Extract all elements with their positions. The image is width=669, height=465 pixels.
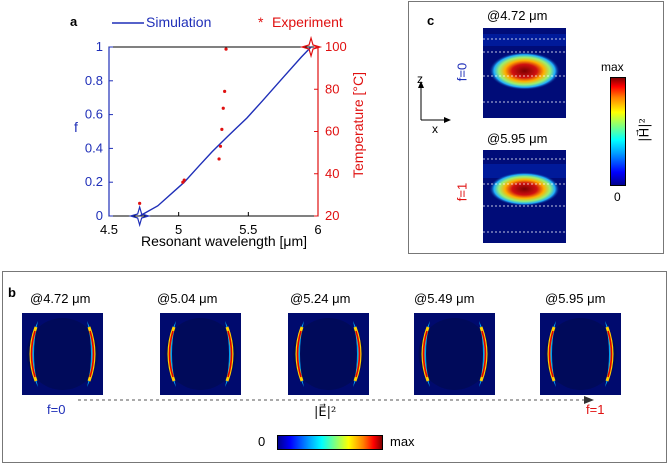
panel-b-label-4: @5.49 μm	[414, 291, 475, 306]
experiment-point	[138, 201, 142, 205]
chart-a-ylabel: f	[74, 119, 78, 135]
panel-c-bottom-wavelength: @5.95 μm	[487, 131, 548, 146]
x-tick-label: 5.5	[239, 222, 257, 237]
panel-b-label-2: @5.04 μm	[157, 291, 218, 306]
chart-a-plot-area	[108, 46, 319, 217]
panel-b-field-map-4	[414, 313, 495, 395]
panel-b-label-3: @5.24 μm	[290, 291, 351, 306]
panel-c-state-f0: f=0	[454, 62, 470, 82]
panel-c-quantity-label: |H⃗|²	[637, 118, 653, 142]
panel-b-field-map-2	[160, 313, 241, 395]
y2-tick-label: 80	[325, 81, 339, 96]
x-tick-label: 6	[314, 222, 321, 237]
y2-tick-label: 100	[325, 39, 347, 54]
panel-c-axis-z: z	[417, 72, 423, 86]
y-tick-label: 1	[96, 39, 103, 54]
chart-a: 4.5 5 5.5 6 0 0.2 0.4 0.6 0.8 1 20 40 60 80 100	[85, 35, 347, 237]
experiment-point	[217, 157, 221, 161]
panel-c-axis-x: x	[432, 122, 438, 136]
panel-c-colorbar	[610, 77, 626, 186]
experiment-point	[221, 106, 225, 110]
panel-c-top-wavelength: @4.72 μm	[487, 8, 548, 23]
legend-simulation-line	[112, 22, 144, 24]
y2-tick-label: 60	[325, 124, 339, 139]
panel-c-field-map-f1	[483, 150, 566, 243]
legend-experiment-label: Experiment	[272, 14, 343, 30]
simulation-line	[139, 46, 312, 217]
panel-b-colorbar-max: max	[390, 434, 415, 449]
x-tick-label: 5	[175, 222, 182, 237]
panel-c-field-map-f0	[483, 28, 566, 118]
panel-c-letter: c	[427, 13, 435, 28]
y-tick-label: 0	[96, 208, 103, 223]
experiment-point	[224, 47, 228, 51]
panel-b-field-map-5	[540, 313, 621, 395]
legend-experiment-marker: *	[258, 14, 264, 30]
x-tick-label: 4.5	[100, 222, 118, 237]
panel-b-quantity-label: |E⃗|²	[314, 405, 337, 420]
y2-tick-label: 20	[325, 208, 339, 223]
panel-b-letter: b	[8, 285, 16, 300]
chart-a-xlabel: Resonant wavelength [μm]	[141, 233, 308, 249]
experiment-point	[220, 127, 224, 131]
panel-b-colorbar	[277, 435, 383, 450]
y-tick-label: 0.6	[85, 107, 103, 122]
y2-tick-label: 40	[325, 166, 339, 181]
panel-b-progress-arrow	[78, 396, 594, 404]
panel-b-colorbar-min: 0	[258, 434, 266, 449]
panel-c-colorbar-min: 0	[614, 190, 621, 204]
panel-b-label-1: @4.72 μm	[30, 291, 91, 306]
y-tick-label: 0.2	[85, 174, 103, 189]
experiment-point	[218, 144, 223, 148]
panel-b-start-label: f=0	[47, 402, 66, 417]
experiment-point	[182, 178, 186, 182]
chart-a-y2label: Temperature [°C]	[350, 72, 366, 178]
panel-c-state-f1: f=1	[454, 182, 470, 202]
experiment-point	[223, 89, 227, 93]
panel-b-field-map-3	[288, 313, 369, 395]
panel-b-field-map-1	[22, 313, 103, 395]
y-tick-label: 0.4	[85, 140, 103, 155]
start-marker	[128, 204, 151, 228]
panel-c-axis-arrows	[418, 81, 451, 123]
panel-c-colorbar-max: max	[601, 60, 624, 74]
legend-simulation-label: Simulation	[146, 14, 212, 30]
panel-b-label-5: @5.95 μm	[545, 291, 606, 306]
end-marker	[299, 35, 323, 59]
panel-b-end-label: f=1	[586, 402, 605, 417]
panel-a-letter: a	[70, 14, 78, 29]
y-tick-label: 0.8	[85, 73, 103, 88]
